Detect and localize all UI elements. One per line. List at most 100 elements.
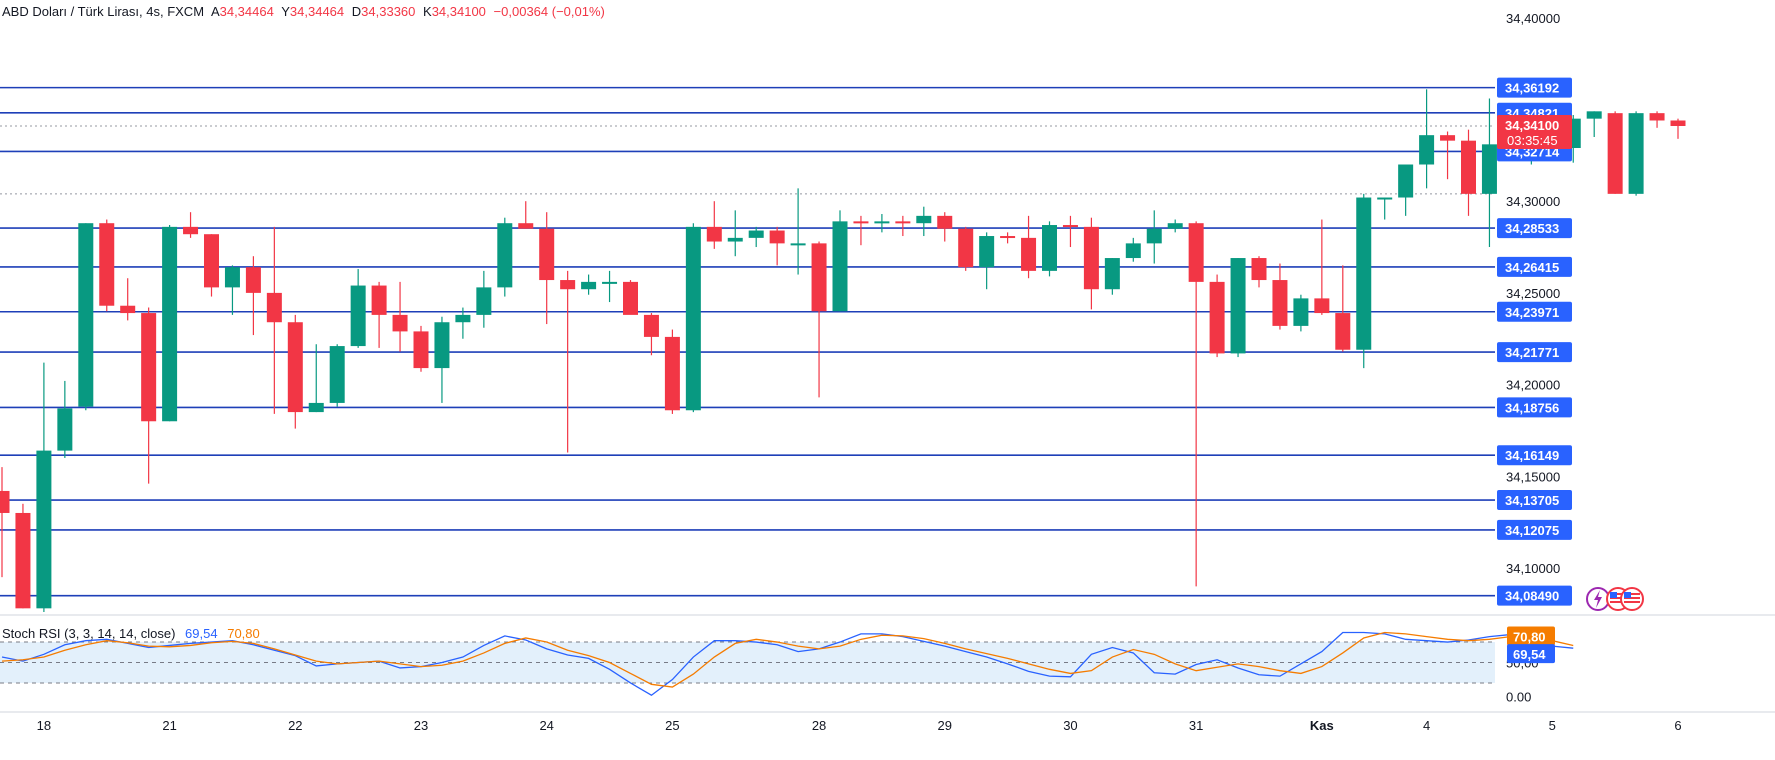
candle-up [1230, 258, 1246, 354]
level-badge [1497, 342, 1572, 363]
time-tick-label: 23 [414, 718, 428, 733]
lightning-icon[interactable] [1586, 587, 1610, 611]
candle-up [224, 267, 240, 288]
level-label: 34,26415 [1505, 260, 1559, 275]
current-price-label: 34,34100 [1505, 118, 1559, 133]
candle-down [895, 221, 911, 224]
time-tick-label: 5 [1549, 718, 1556, 733]
price-tick-label: 34,10000 [1506, 561, 1560, 576]
level-label: 34,08490 [1505, 589, 1559, 604]
time-tick-label: 18 [37, 718, 51, 733]
candle-down [1670, 120, 1686, 126]
candle-up [329, 346, 345, 403]
candle-down [811, 243, 827, 312]
level-label: 34,12075 [1505, 523, 1559, 538]
low-value: 34,33360 [361, 4, 416, 19]
candle-down [937, 215, 953, 229]
candle-down [1272, 280, 1288, 326]
candle-up [350, 285, 366, 347]
candle-up [308, 402, 324, 413]
candle-down [204, 234, 219, 288]
time-tick-label: 6 [1674, 718, 1681, 733]
candle-up [916, 215, 932, 224]
level-badge [1497, 77, 1572, 98]
level-badge [1497, 301, 1572, 322]
candle-down [413, 331, 429, 369]
candle-down [245, 267, 261, 293]
stoch-rsi-value-label: 69,54 [1513, 647, 1546, 662]
candle-up [1042, 225, 1057, 271]
close-value: 34,34100 [431, 4, 486, 19]
candle-up [1481, 144, 1497, 194]
candle-up [727, 237, 743, 242]
candle-up [1293, 298, 1309, 326]
candle-up [979, 236, 995, 268]
candles-layer [0, 89, 1686, 612]
stoch-rsi-d-value: 70,80 [227, 626, 260, 641]
candle-up [1356, 197, 1372, 350]
time-tick-label: 31 [1189, 718, 1203, 733]
price-tick-label: 34,30000 [1506, 194, 1560, 209]
candle-down [392, 314, 408, 332]
level-badge [1497, 218, 1572, 239]
candle-down [1251, 258, 1267, 281]
candle-down [560, 280, 576, 290]
level-label: 34,13705 [1505, 493, 1559, 508]
candle-up [434, 322, 450, 369]
high-label: Y [281, 4, 290, 19]
time-axis: 18 21 22 23 24 25 28 29 30 31 Kas 4 5 6 [0, 711, 1775, 733]
candle-up [476, 287, 492, 315]
candle-down [371, 285, 387, 315]
level-label: 34,28533 [1505, 221, 1559, 236]
us-flag-icon-2[interactable] [1620, 587, 1644, 611]
time-tick-label: 28 [812, 718, 826, 733]
symbol-title: ABD Doları / Türk Lirası, 4s, FXCM [2, 4, 205, 19]
countdown-label: 03:35:45 [1507, 133, 1558, 148]
candle-up [1377, 197, 1393, 200]
candle-down [1000, 236, 1016, 239]
stoch-rsi-k-line [1, 631, 1574, 697]
stoch-rsi-legend[interactable]: Stoch RSI (3, 3, 14, 14, close) 69,54 70… [2, 626, 260, 641]
candle-down [99, 223, 115, 306]
candle-up [748, 230, 764, 238]
candle-down [287, 322, 303, 413]
price-tick-label: 34,15000 [1506, 469, 1560, 484]
time-tick-label: 30 [1063, 718, 1077, 733]
time-tick-label: 25 [665, 718, 679, 733]
candle-up [602, 281, 618, 284]
level-label: 34,16149 [1505, 448, 1559, 463]
candle-down [1440, 135, 1456, 141]
candle-down [664, 336, 680, 411]
candle-up [1419, 135, 1435, 165]
symbol-header: ABD Doları / Türk Lirası, 4s, FXCM A34,3… [2, 4, 609, 19]
time-tick-label: 24 [539, 718, 553, 733]
candle-down [1461, 140, 1476, 194]
open-value: 34,34464 [219, 4, 274, 19]
candle-down [958, 228, 974, 268]
level-badge [1497, 585, 1572, 606]
candle-up [57, 408, 73, 451]
change-value: −0,00364 (−0,01%) [493, 4, 605, 19]
candle-down [1649, 113, 1665, 121]
candle-up [790, 243, 806, 246]
candle-down [0, 490, 10, 513]
candle-up [1167, 223, 1183, 229]
time-tick-label: 21 [162, 718, 176, 733]
price-tick-label: 34,25000 [1506, 286, 1560, 301]
stoch-rsi-value-badge [1507, 644, 1555, 664]
high-value: 34,34464 [289, 4, 345, 19]
level-label: 34,21771 [1505, 345, 1559, 360]
level-badge [1497, 397, 1572, 418]
candle-down [1062, 225, 1078, 228]
candle-down [539, 228, 555, 281]
open-label: A [210, 4, 220, 19]
candle-down [643, 314, 659, 337]
candle-up [832, 221, 848, 312]
candle-down [706, 226, 722, 242]
candle-down [769, 230, 785, 244]
candle-up [1125, 243, 1141, 259]
event-icons[interactable] [1586, 584, 1646, 614]
candle-down [141, 313, 157, 422]
